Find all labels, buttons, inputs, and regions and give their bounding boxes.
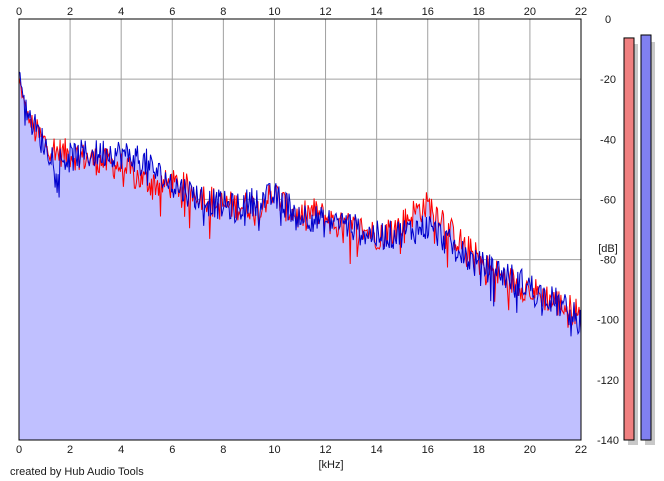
- x-tick-labels-bottom: 0 2 4 6 8 10 12 14 16 18 20 22: [16, 444, 587, 456]
- x-tick-top-18: 18: [473, 6, 485, 18]
- x-tick-bottom-0: 0: [16, 444, 22, 456]
- y-tick--120: -120: [597, 375, 619, 387]
- y-tick-0: 0: [605, 14, 611, 26]
- x-tick-top-16: 16: [422, 6, 434, 18]
- plot-frame: [18, 18, 582, 441]
- y-axis-unit-label: [dB]: [598, 243, 618, 255]
- x-tick-bottom-18: 18: [473, 444, 485, 456]
- x-tick-top-2: 2: [67, 6, 73, 18]
- x-tick-top-8: 8: [220, 6, 226, 18]
- x-tick-bottom-10: 10: [268, 444, 280, 456]
- x-tick-bottom-12: 12: [319, 444, 331, 456]
- y-tick--20: -20: [600, 74, 616, 86]
- x-tick-top-14: 14: [371, 6, 383, 18]
- y-tick--80: -80: [600, 255, 616, 267]
- y-tick--40: -40: [600, 134, 616, 146]
- x-tick-labels-top: 0 2 4 6 8 10 12 14 16 18 20 22: [16, 6, 587, 18]
- y-tick--100: -100: [597, 315, 619, 327]
- right-level-meter-bar: [640, 34, 652, 441]
- left-level-meter-bar: [623, 37, 635, 441]
- x-tick-top-20: 20: [524, 6, 536, 18]
- x-tick-bottom-8: 8: [220, 444, 226, 456]
- y-tick--140: -140: [597, 435, 619, 447]
- x-tick-top-12: 12: [319, 6, 331, 18]
- series-lines: [18, 71, 582, 337]
- x-axis-unit-label: [kHz]: [318, 459, 343, 471]
- spectrum-area-fill: [19, 71, 581, 441]
- credit-text: created by Hub Audio Tools: [10, 466, 144, 478]
- x-tick-top-4: 4: [118, 6, 124, 18]
- x-tick-bottom-2: 2: [67, 444, 73, 456]
- x-tick-bottom-14: 14: [371, 444, 383, 456]
- x-tick-bottom-16: 16: [422, 444, 434, 456]
- x-tick-bottom-6: 6: [169, 444, 175, 456]
- x-tick-top-10: 10: [268, 6, 280, 18]
- x-tick-bottom-20: 20: [524, 444, 536, 456]
- x-tick-bottom-22: 22: [575, 444, 587, 456]
- x-tick-top-0: 0: [16, 6, 22, 18]
- y-tick-labels: 0 -20 -40 -60 -80 -100 -120 -140: [597, 14, 619, 447]
- x-tick-bottom-4: 4: [118, 444, 124, 456]
- x-tick-top-6: 6: [169, 6, 175, 18]
- level-meters: [623, 34, 655, 445]
- x-tick-top-22: 22: [575, 6, 587, 18]
- series-line-blue: [18, 71, 582, 337]
- y-tick--60: -60: [600, 194, 616, 206]
